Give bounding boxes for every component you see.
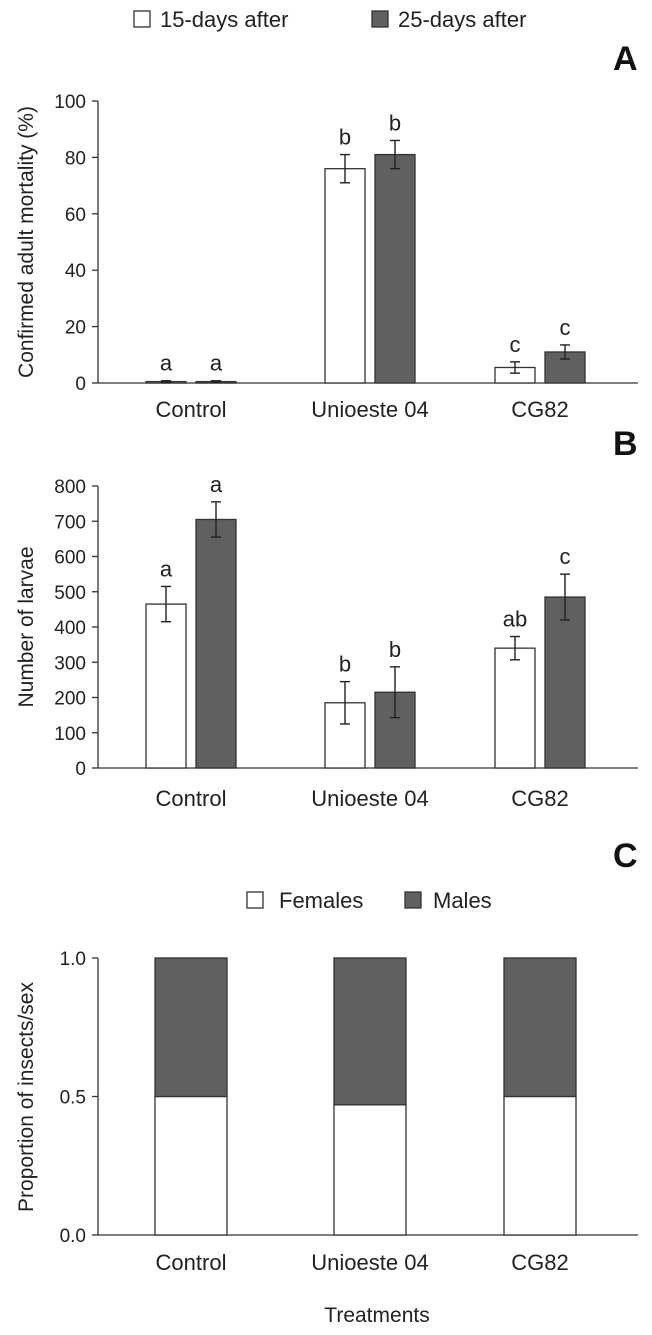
panel-b-significance-letter: a	[160, 556, 173, 581]
panel-c-bar-cg82-males	[503, 957, 577, 1098]
legend-swatch-25-days	[371, 10, 389, 28]
panel-b-significance-letter: b	[339, 652, 351, 677]
panel-c-ylabel: Proportion of insects/sex	[15, 982, 38, 1212]
panel-b-bar-control-25-days-after	[195, 518, 237, 769]
x-axis-title: Treatments	[324, 1304, 429, 1327]
panel-c-category-label-control: Control	[156, 1250, 227, 1275]
panel-c-bar-unioeste-04-females	[333, 1104, 407, 1236]
panel-c-category-label-cg82: CG82	[511, 1250, 568, 1275]
panel-c-y-tick-label: 0.5	[60, 1088, 86, 1109]
panel-b-y-tick-label: 700	[54, 512, 86, 533]
panel-b-bar-control-15-days-after	[145, 603, 187, 769]
panel-b-category-label-cg82: CG82	[511, 786, 568, 811]
panel-a-y-tick-label: 100	[54, 92, 86, 113]
panel-c-bar-cg82-females	[503, 1095, 577, 1236]
panel-a-significance-letter: b	[389, 110, 401, 135]
panel-a-y-tick-label: 60	[65, 205, 86, 226]
panel-b-y-tick-label: 0	[75, 759, 86, 780]
panel-b-category-label-control: Control	[156, 786, 227, 811]
panel-a-significance-letter: b	[339, 125, 351, 150]
panel-b-bar-cg82-15-days-after	[494, 647, 536, 769]
legend-swatch-males	[404, 891, 422, 909]
panel-c-label: C	[613, 837, 638, 875]
legend-label-females: Females	[279, 888, 363, 913]
panel-c-bar-control-females	[154, 1095, 228, 1236]
panel-a-bar-unioeste-04-25-days-after	[374, 153, 416, 384]
legend-top: 15-days after 25-days after	[133, 7, 526, 32]
panel-a: A Confirmed adult mortality (%) 0 20 40 60 8…	[15, 40, 638, 422]
panel-a-category-label-unioeste-04: Unioeste 04	[311, 397, 428, 422]
panel-a-y-tick-label: 20	[65, 318, 86, 339]
legend-label-15-days: 15-days after	[160, 7, 288, 32]
legend-swatch-females	[246, 891, 264, 909]
panel-a-y-tick-label: 0	[75, 374, 86, 395]
panel-b-bar-cg82-25-days-after	[544, 596, 586, 769]
panel-a-label: A	[613, 40, 638, 78]
panel-b-y-tick-label: 800	[54, 477, 86, 498]
panel-c-category-label-unioeste-04: Unioeste 04	[311, 1250, 428, 1275]
legend-label-males: Males	[433, 888, 492, 913]
legend-swatch-15-days	[133, 10, 151, 28]
panel-b-significance-letter: a	[210, 472, 223, 497]
legend-label-25-days: 25-days after	[398, 7, 526, 32]
panel-a-y-tick-label: 80	[65, 148, 86, 169]
panel-a-significance-letter: c	[560, 315, 571, 340]
panel-b-category-label-unioeste-04: Unioeste 04	[311, 786, 428, 811]
panel-a-significance-letter: c	[510, 332, 521, 357]
panel-b-significance-letter: b	[389, 637, 401, 662]
panel-c-bar-unioeste-04-males	[333, 957, 407, 1106]
panel-b-significance-letter: ab	[503, 607, 527, 632]
panel-b-ylabel: Number of larvae	[15, 546, 38, 707]
panel-b: B Number of larvae 0 100 200 300 400 500 600 70…	[15, 425, 638, 811]
panel-a-category-label-control: Control	[156, 397, 227, 422]
panel-c-y-tick-label: 1.0	[60, 949, 86, 970]
panel-a-significance-letter: a	[160, 351, 173, 376]
panel-c: C Females Males Proportion of insects/se…	[15, 837, 638, 1275]
panel-b-y-tick-label: 100	[54, 724, 86, 745]
panel-c-bar-control-males	[154, 957, 228, 1098]
panel-a-y-tick-label: 40	[65, 261, 86, 282]
panel-c-y-tick-label: 0.0	[60, 1226, 86, 1247]
panel-b-y-tick-label: 400	[54, 618, 86, 639]
panel-b-significance-letter: c	[560, 544, 571, 569]
panel-b-y-tick-label: 600	[54, 548, 86, 569]
panel-a-significance-letter: a	[210, 351, 223, 376]
panel-b-y-tick-label: 200	[54, 689, 86, 710]
panel-b-label: B	[613, 425, 638, 463]
panel-b-y-tick-label: 300	[54, 653, 86, 674]
panel-a-category-label-cg82: CG82	[511, 397, 568, 422]
panel-a-ylabel: Confirmed adult mortality (%)	[15, 106, 38, 378]
panel-a-bar-unioeste-04-15-days-after	[324, 168, 366, 384]
panel-b-y-tick-label: 500	[54, 583, 86, 604]
